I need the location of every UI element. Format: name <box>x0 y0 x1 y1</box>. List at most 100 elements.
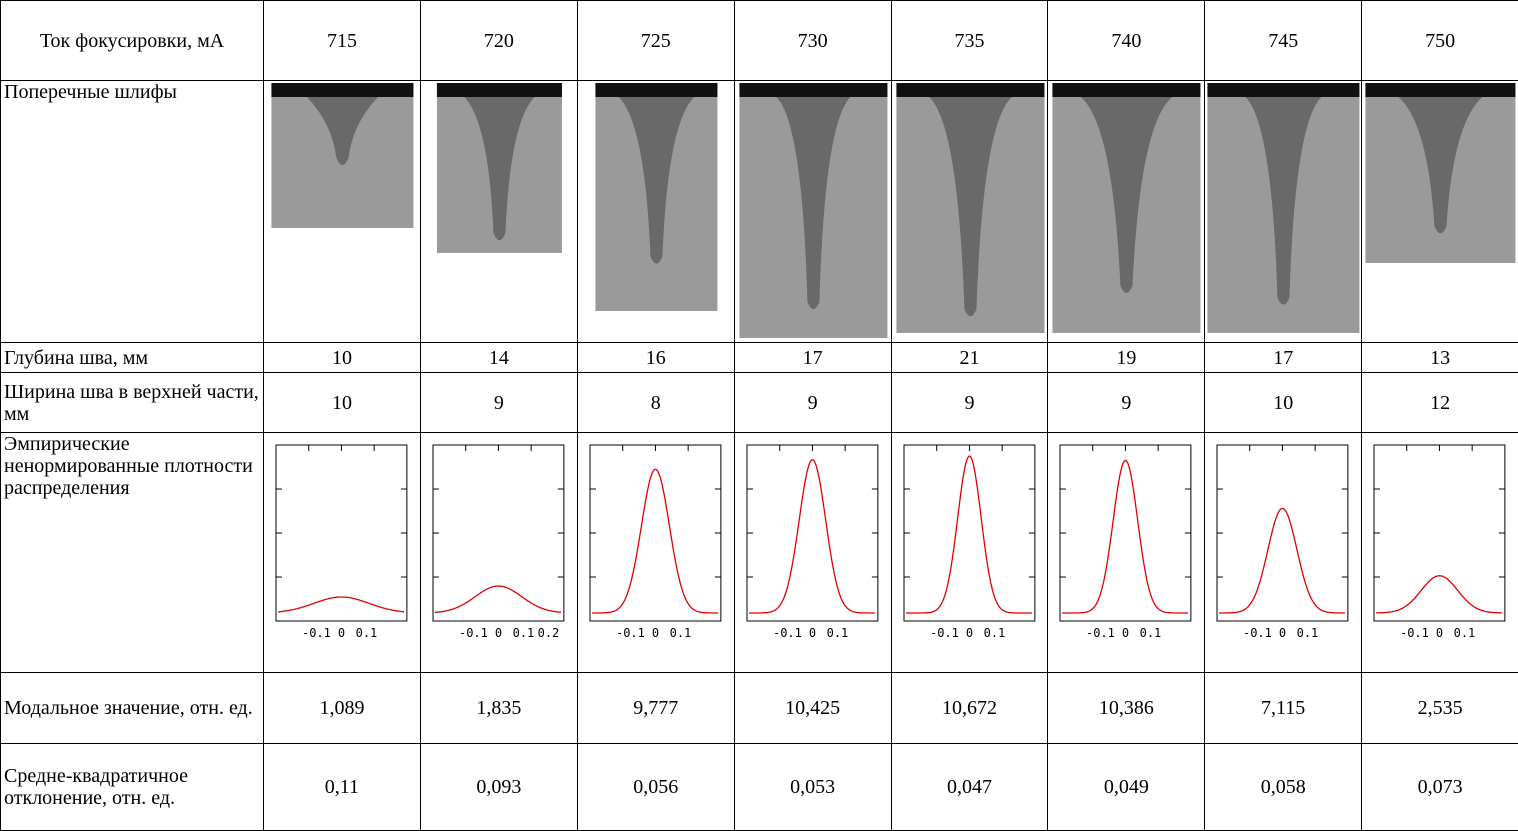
section-cell <box>891 81 1048 343</box>
section-cell <box>1048 81 1205 343</box>
section-image <box>421 81 577 341</box>
section-cell <box>1205 81 1362 343</box>
x-tick-label: -0.1 <box>1400 626 1429 640</box>
modal-value: 2,535 <box>1362 673 1518 744</box>
plot-frame <box>1374 445 1505 621</box>
width-value: 9 <box>420 373 577 433</box>
depth-value: 13 <box>1362 343 1518 373</box>
density-cell: -0.1 0 0.1 <box>734 433 891 673</box>
current-value: 745 <box>1205 1 1362 81</box>
density-cell: -0.1 0 0.1 <box>264 433 421 673</box>
sd-value: 0,093 <box>420 744 577 831</box>
plot-frame <box>747 445 878 621</box>
sd-value: 0,073 <box>1362 744 1518 831</box>
plot-frame <box>904 445 1035 621</box>
x-tick-label: 0 <box>808 626 815 640</box>
x-tick-label: -0.1 <box>1243 626 1272 640</box>
x-tick-label: -0.1 <box>773 626 802 640</box>
width-value: 10 <box>264 373 421 433</box>
sd-value: 0,047 <box>891 744 1048 831</box>
row-label: Модальное значение, отн. ед. <box>1 673 264 744</box>
header-label: Ток фокусировки, мА <box>1 1 264 81</box>
section-image <box>578 81 734 341</box>
modal-value: 1,089 <box>264 673 421 744</box>
width-value: 9 <box>891 373 1048 433</box>
plot-frame <box>276 445 407 621</box>
row-label: Средне-квадратичное отклонение, отн. ед. <box>1 744 264 831</box>
density-plot: -0.1 0 0.1 <box>735 433 891 671</box>
depth-value: 10 <box>264 343 421 373</box>
plot-frame <box>1060 445 1191 621</box>
x-tick-label: 0.1 <box>356 626 378 640</box>
sections-row: Поперечные шлифы <box>1 81 1518 343</box>
modal-value: 10,672 <box>891 673 1048 744</box>
density-curve <box>1062 460 1188 613</box>
depth-value: 14 <box>420 343 577 373</box>
density-curve <box>278 597 404 612</box>
density-curve <box>1376 576 1502 613</box>
section-cell <box>420 81 577 343</box>
x-tick-label: -0.1 <box>1086 626 1115 640</box>
x-tick-label: 0.1 <box>1454 626 1476 640</box>
page-body: Ток фокусировки, мА715720725730735740745… <box>0 0 1518 830</box>
x-tick-label: 0 <box>1122 626 1129 640</box>
x-tick-label: -0.1 <box>302 626 331 640</box>
section-cell <box>264 81 421 343</box>
x-tick-label: 0 <box>1279 626 1286 640</box>
x-tick-label: 0 <box>965 626 972 640</box>
current-value: 725 <box>577 1 734 81</box>
density-curve <box>592 469 718 613</box>
modal-value: 10,386 <box>1048 673 1205 744</box>
top-edge <box>1053 83 1201 97</box>
sd-value: 0,11 <box>264 744 421 831</box>
row-label: Поперечные шлифы <box>1 81 264 343</box>
top-edge <box>1208 83 1360 97</box>
x-tick-label: 0.1 <box>826 626 848 640</box>
current-value: 750 <box>1362 1 1518 81</box>
section-image <box>735 81 891 341</box>
sd-value: 0,053 <box>734 744 891 831</box>
top-edge <box>595 83 717 97</box>
x-tick-label: 0 <box>495 626 502 640</box>
x-tick-label: 0.1 <box>512 626 534 640</box>
depth-value: 17 <box>734 343 891 373</box>
modal-value: 7,115 <box>1205 673 1362 744</box>
row-label: Ширина шва в верхней части, мм <box>1 373 264 433</box>
top-edge <box>739 83 887 97</box>
x-tick-label: 0 <box>338 626 345 640</box>
x-tick-label: 0 <box>1436 626 1443 640</box>
top-edge <box>271 83 413 97</box>
results-table: Ток фокусировки, мА715720725730735740745… <box>0 0 1518 831</box>
section-image <box>1048 81 1204 341</box>
density-plot: -0.1 0 0.1 <box>264 433 420 671</box>
density-curve <box>435 586 561 612</box>
width-value: 12 <box>1362 373 1518 433</box>
sd-value: 0,058 <box>1205 744 1362 831</box>
top-edge <box>437 83 562 97</box>
depth-value: 21 <box>891 343 1048 373</box>
density-curve <box>749 460 875 613</box>
density-curve <box>1219 509 1345 614</box>
modal-value: 10,425 <box>734 673 891 744</box>
current-value: 730 <box>734 1 891 81</box>
sd-value: 0,056 <box>577 744 734 831</box>
x-tick-label: 0 <box>652 626 659 640</box>
x-tick-label: 0.2 <box>537 626 559 640</box>
sd-row: Средне-квадратичное отклонение, отн. ед.… <box>1 744 1518 831</box>
section-image <box>1362 81 1518 341</box>
current-value: 715 <box>264 1 421 81</box>
density-plot: -0.1 0 0.1 <box>1362 433 1518 671</box>
densities-row: Эмпирические ненормированные плотности р… <box>1 433 1518 673</box>
page: Table {"table": { "header_label": "Ток ф… <box>0 0 1518 830</box>
depth-value: 19 <box>1048 343 1205 373</box>
x-tick-label: -0.1 <box>929 626 958 640</box>
